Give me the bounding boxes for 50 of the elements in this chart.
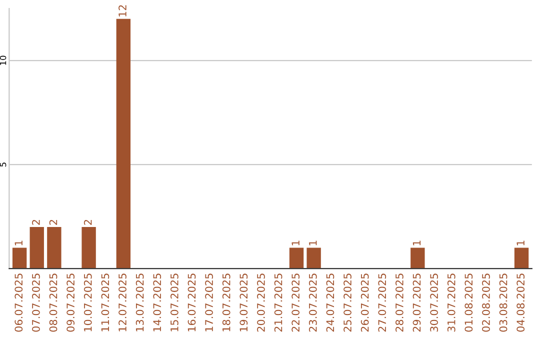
data-label: 1 xyxy=(412,240,421,246)
x-tick-label: 14.07.2025 xyxy=(153,274,162,332)
x-tick-label: 01.08.2025 xyxy=(464,274,473,332)
x-tick-label: 11.07.2025 xyxy=(101,274,110,332)
x-tick-label: 26.07.2025 xyxy=(360,274,369,332)
bar xyxy=(410,248,425,269)
x-tick-label: 23.07.2025 xyxy=(308,274,317,332)
x-tick-label: 15.07.2025 xyxy=(170,274,178,332)
x-tick-label: 21.07.2025 xyxy=(274,274,282,332)
data-label: 1 xyxy=(292,240,300,246)
data-label: 2 xyxy=(84,220,92,225)
x-tick-label: 10.07.2025 xyxy=(84,274,92,332)
x-tick-label: 25.07.2025 xyxy=(344,274,352,332)
y-tick-label: 5 xyxy=(0,162,6,167)
x-tick-label: 03.08.2025 xyxy=(499,274,508,332)
x-tick-label: 31.07.2025 xyxy=(447,274,456,332)
x-tick-label: 22.07.2025 xyxy=(292,274,300,332)
bar xyxy=(47,226,62,269)
data-label: 1 xyxy=(309,240,317,246)
x-tick-label: 02.08.2025 xyxy=(482,274,490,332)
x-tick-label: 07.07.2025 xyxy=(32,274,40,332)
bar xyxy=(306,248,321,269)
x-tick-label: 29.07.2025 xyxy=(412,274,421,332)
bar xyxy=(30,226,44,269)
x-tick-label: 09.07.2025 xyxy=(66,274,75,332)
x-tick-label: 04.08.2025 xyxy=(516,274,525,332)
bar xyxy=(82,226,96,269)
bar xyxy=(116,18,131,269)
bar xyxy=(12,248,27,269)
x-tick-label: 06.07.2025 xyxy=(14,274,23,332)
bar xyxy=(514,248,529,269)
data-label: 2 xyxy=(32,220,40,225)
x-tick-label: 16.07.2025 xyxy=(188,274,196,332)
x-tick-label: 08.07.2025 xyxy=(49,274,58,332)
x-tick-label: 28.07.2025 xyxy=(396,274,404,332)
data-label: 1 xyxy=(14,240,22,246)
y-tick-label: 10 xyxy=(0,56,6,65)
x-tick-label: 19.07.2025 xyxy=(240,274,248,332)
x-tick-label: 27.07.2025 xyxy=(378,274,386,332)
x-tick-label: 17.07.2025 xyxy=(205,274,213,332)
x-tick-label: 13.07.2025 xyxy=(136,274,144,332)
x-tick-label: 18.07.2025 xyxy=(222,274,230,332)
x-tick-label: 12.07.2025 xyxy=(118,274,126,332)
bar xyxy=(289,248,304,269)
x-tick-label: 24.07.2025 xyxy=(326,274,334,332)
data-label: 1 xyxy=(516,240,524,246)
data-label: 12 xyxy=(118,5,126,16)
data-label: 2 xyxy=(49,220,58,225)
x-tick-label: 30.07.2025 xyxy=(430,274,438,332)
x-tick-label: 20.07.2025 xyxy=(257,274,265,332)
